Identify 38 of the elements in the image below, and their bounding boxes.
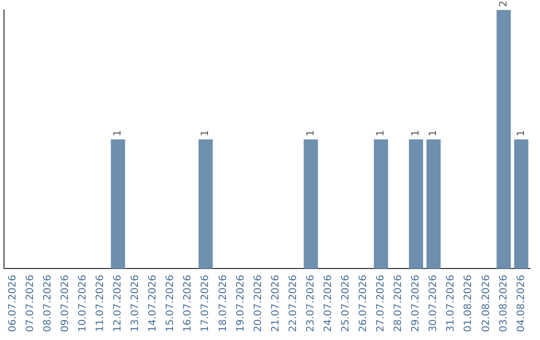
x-tick-label: 27.07.2026 — [376, 274, 387, 332]
x-tick-label: 02.08.2026 — [480, 274, 492, 332]
x-tick-label: 19.07.2026 — [235, 274, 246, 332]
data-label: 1 — [112, 130, 124, 136]
x-tick-label: 25.07.2026 — [340, 274, 352, 332]
x-tick-label: 21.07.2026 — [270, 274, 282, 332]
x-tick-label: 11.07.2026 — [95, 274, 106, 332]
data-label: 2 — [498, 0, 510, 7]
x-tick-label: 13.07.2026 — [130, 274, 142, 332]
data-label: 1 — [428, 130, 440, 136]
data-label: 1 — [410, 130, 422, 136]
x-tick-label: 07.07.2026 — [24, 274, 36, 332]
x-tick-label: 31.07.2026 — [446, 274, 457, 332]
x-tick-label: 10.07.2026 — [77, 274, 88, 332]
data-label: 1 — [305, 130, 316, 136]
x-tick-label: 01.08.2026 — [463, 274, 474, 332]
x-tick-label: 03.08.2026 — [498, 274, 510, 332]
data-label: 1 — [376, 130, 387, 136]
x-tick-label: 24.07.2026 — [322, 274, 334, 332]
data-label: 1 — [516, 130, 527, 136]
x-tick-label: 12.07.2026 — [112, 274, 124, 332]
x-tick-label: 20.07.2026 — [252, 274, 264, 332]
x-tick-label: 15.07.2026 — [165, 274, 176, 332]
x-tick-label: 08.07.2026 — [42, 274, 54, 332]
x-tick-label: 29.07.2026 — [410, 274, 422, 332]
x-tick-label: 06.07.2026 — [7, 274, 18, 332]
x-tick-label: 18.07.2026 — [218, 274, 229, 332]
x-tick-label: 04.08.2026 — [516, 274, 527, 332]
x-tick-label: 16.07.2026 — [182, 274, 194, 332]
x-tick-label: 30.07.2026 — [428, 274, 440, 332]
x-tick-label: 28.07.2026 — [393, 274, 404, 332]
data-label: 1 — [200, 130, 212, 136]
x-tick-label: 23.07.2026 — [305, 274, 316, 332]
x-tick-label: 26.07.2026 — [358, 274, 370, 332]
x-tick-label: 22.07.2026 — [288, 274, 299, 332]
x-tick-label: 17.07.2026 — [200, 274, 212, 332]
x-tick-label: 09.07.2026 — [60, 274, 71, 332]
x-tick-label: 14.07.2026 — [148, 274, 159, 332]
